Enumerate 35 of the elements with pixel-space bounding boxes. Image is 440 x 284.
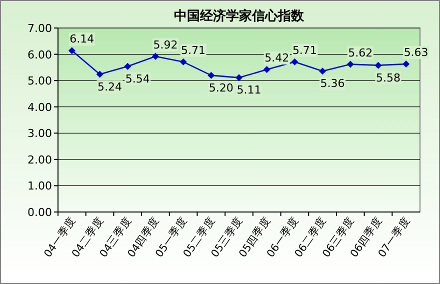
data-label: 5.71	[292, 44, 317, 57]
y-tick-label: 7.00	[28, 22, 52, 35]
data-label: 5.36	[320, 77, 345, 90]
y-tick-label: 5.00	[28, 74, 52, 88]
point	[374, 62, 382, 69]
data-label: 5.71	[181, 44, 206, 57]
y-tick-label: 2.00	[28, 153, 52, 166]
point	[236, 74, 242, 82]
data-label: 5.63	[404, 46, 428, 60]
point	[152, 52, 159, 60]
point	[402, 60, 410, 68]
y-tick-label: 6.00	[28, 48, 52, 62]
data-label: 5.24	[98, 80, 122, 94]
point	[263, 66, 270, 74]
y-tick-label: 4.00	[28, 100, 52, 114]
data-label: 5.62	[348, 46, 373, 60]
data-label: 5.20	[208, 81, 234, 94]
point	[346, 60, 354, 68]
point	[180, 58, 187, 66]
point	[124, 62, 132, 70]
data-label: 5.42	[264, 52, 290, 65]
data-label: 5.54	[125, 72, 150, 86]
y-tick-label: 3.00	[28, 127, 52, 140]
point	[319, 68, 326, 75]
data-label: 5.92	[153, 38, 178, 52]
data-label: 5.58	[376, 71, 400, 84]
data-label: 6.14	[70, 32, 94, 46]
data-label: 5.11	[236, 84, 262, 97]
point	[96, 70, 104, 78]
point	[291, 58, 298, 66]
y-tick-label: 0.00	[28, 206, 52, 219]
point	[208, 72, 215, 79]
point	[68, 47, 76, 54]
y-tick-label: 1.00	[28, 180, 52, 193]
chart-title: 中国经济学家信心指数	[174, 8, 305, 24]
